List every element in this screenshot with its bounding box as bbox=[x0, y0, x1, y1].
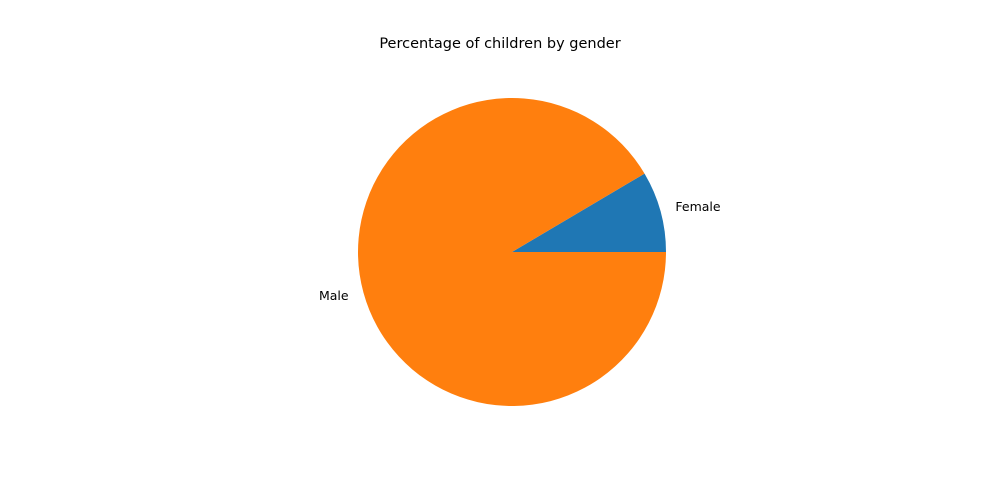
pie-slice-female bbox=[512, 173, 666, 252]
pie-slice-male bbox=[358, 98, 666, 407]
slice-label-female: Female bbox=[675, 199, 721, 214]
slice-label-male: Male bbox=[319, 288, 349, 303]
chart-title: Percentage of children by gender bbox=[379, 36, 621, 52]
